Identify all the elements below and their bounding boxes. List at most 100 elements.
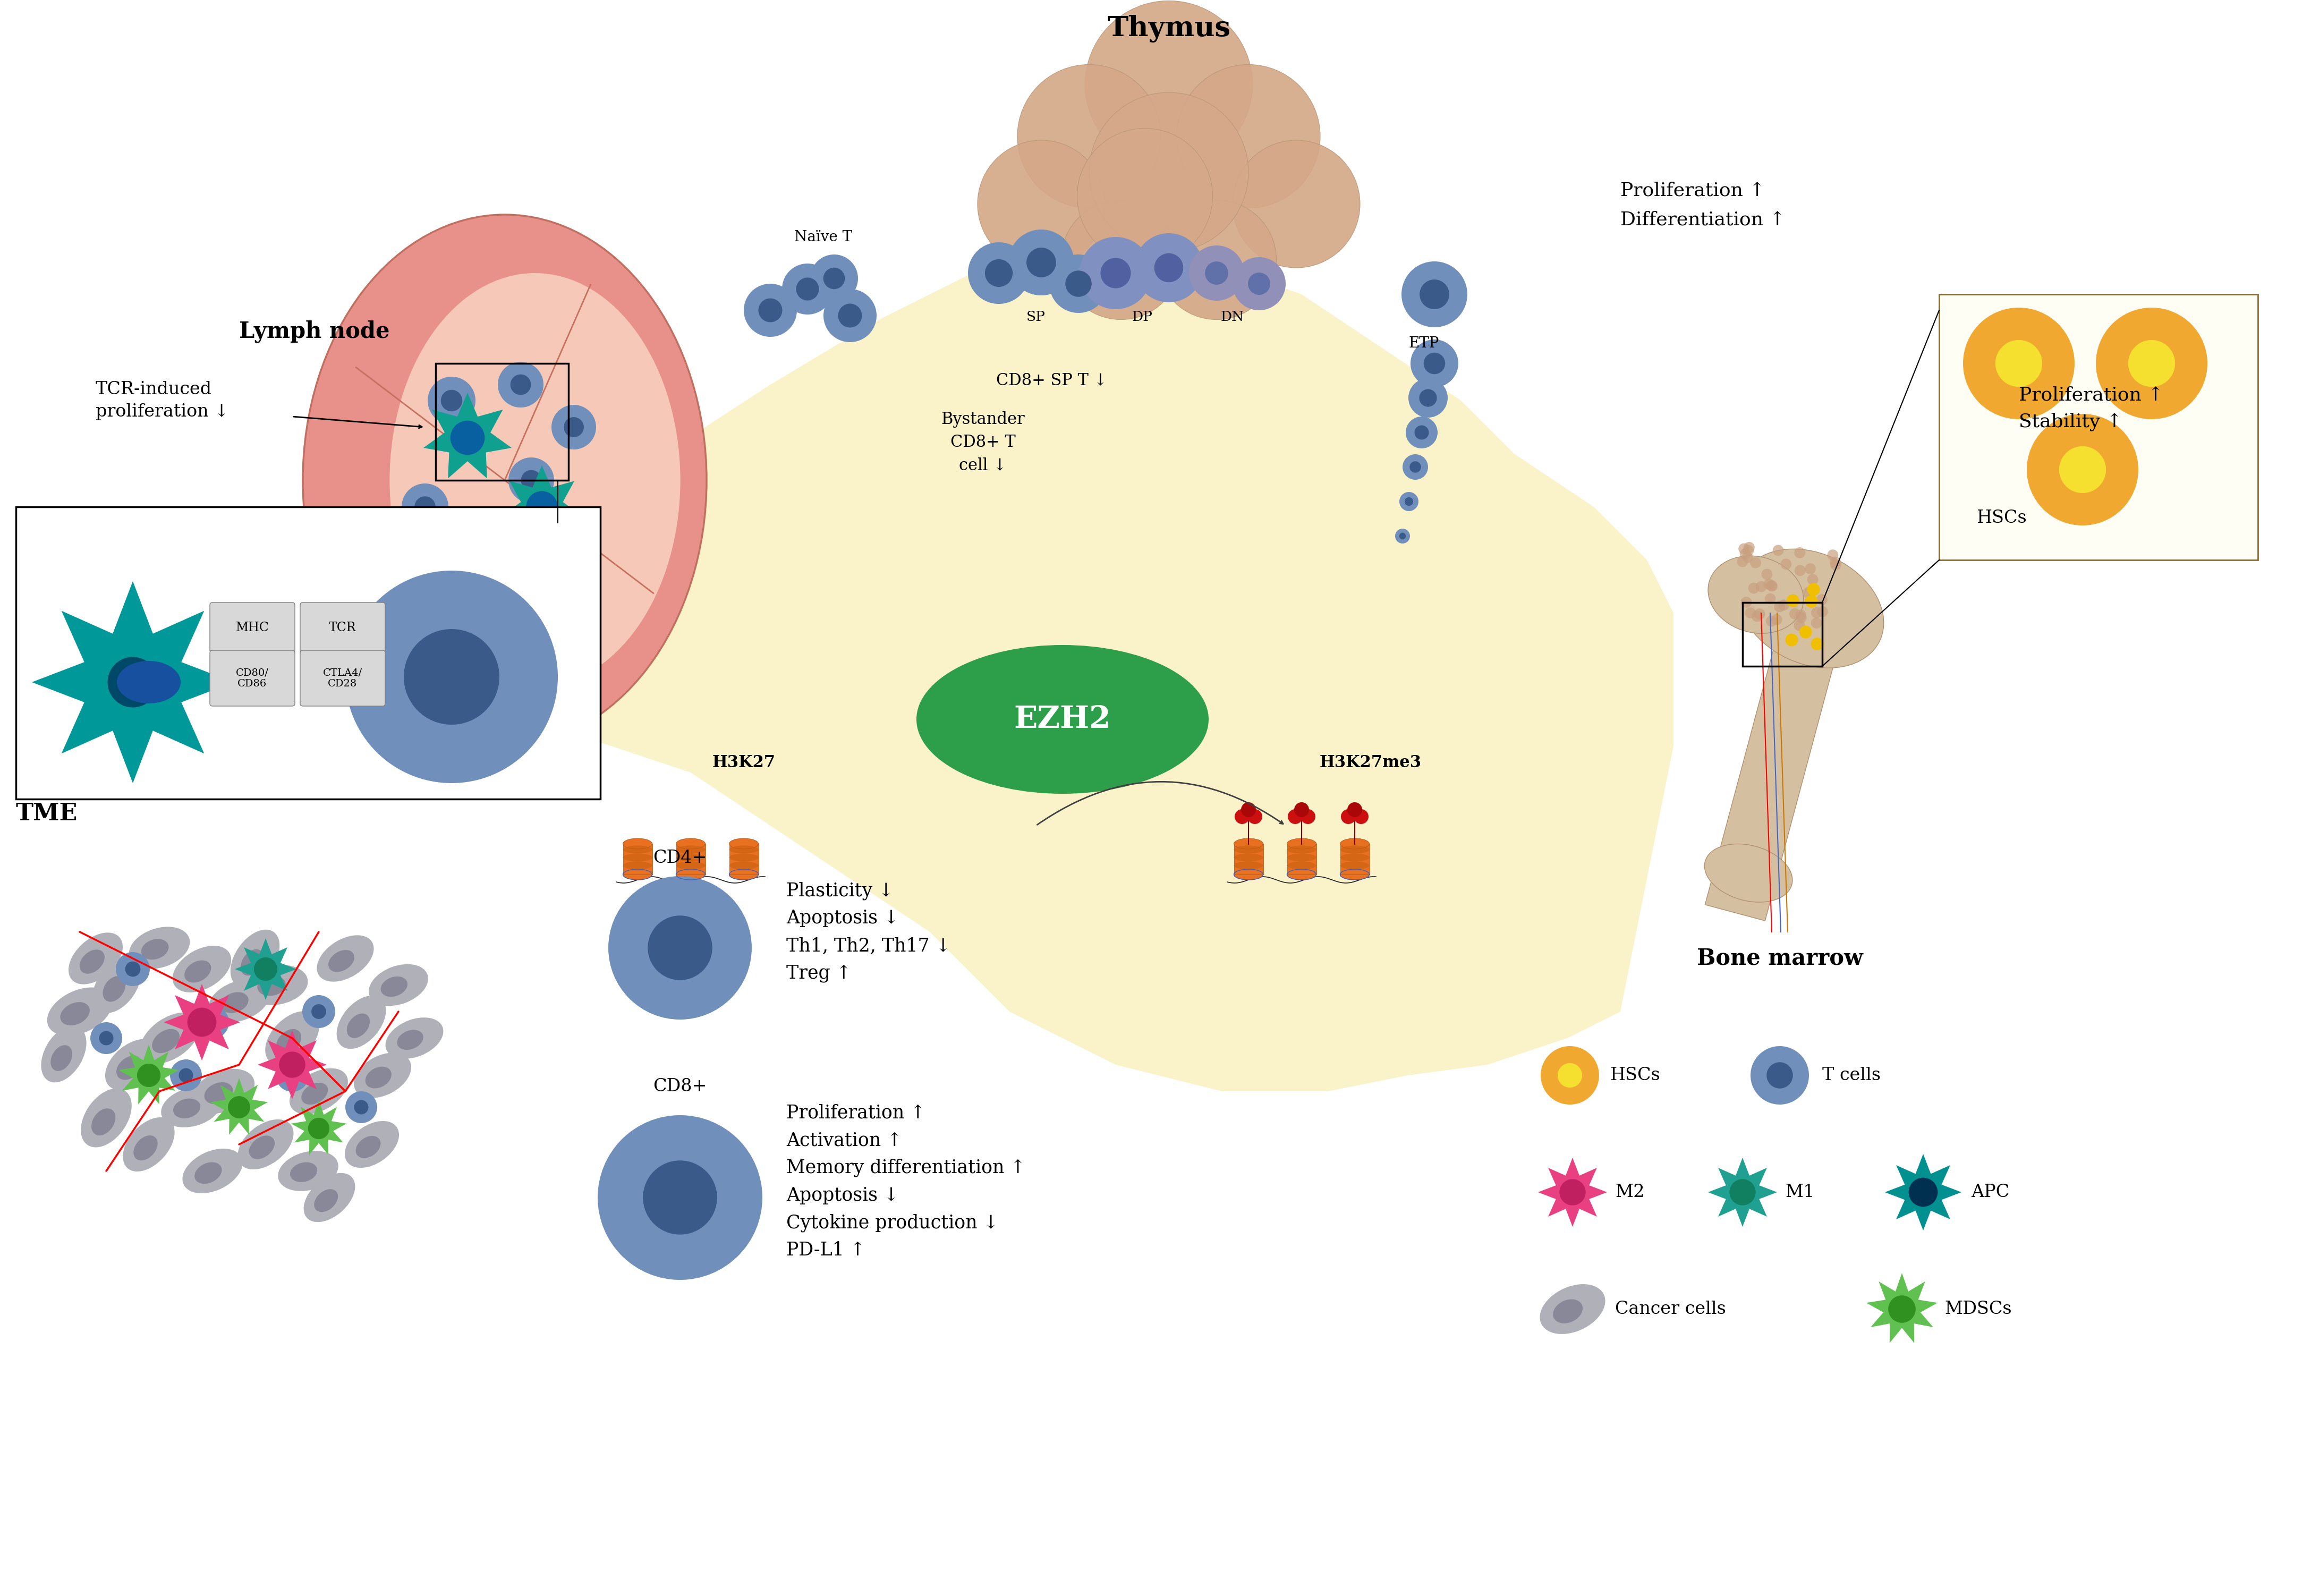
Circle shape [1008, 230, 1075, 295]
Circle shape [520, 522, 564, 567]
Circle shape [1770, 614, 1782, 626]
Circle shape [1241, 803, 1255, 817]
Ellipse shape [51, 1045, 72, 1071]
Text: TCR-induced
proliferation ↓: TCR-induced proliferation ↓ [95, 381, 229, 420]
Circle shape [839, 303, 862, 327]
Circle shape [823, 289, 876, 342]
Circle shape [642, 1160, 716, 1235]
Circle shape [99, 1031, 113, 1045]
Ellipse shape [624, 838, 652, 849]
Ellipse shape [106, 1039, 159, 1090]
Circle shape [1232, 140, 1361, 268]
Circle shape [1294, 803, 1308, 817]
Circle shape [1909, 1178, 1937, 1207]
Circle shape [1816, 594, 1828, 605]
Ellipse shape [677, 838, 705, 849]
Circle shape [1742, 544, 1754, 555]
Text: HSCs: HSCs [1976, 509, 2027, 527]
Text: Cancer cells: Cancer cells [1615, 1301, 1726, 1318]
Circle shape [1756, 581, 1768, 592]
Ellipse shape [194, 1162, 222, 1184]
Ellipse shape [677, 870, 705, 879]
Text: DP: DP [1132, 310, 1153, 324]
Circle shape [1026, 247, 1056, 278]
Text: CD4+: CD4+ [654, 849, 707, 867]
Text: Lymph node: Lymph node [238, 321, 391, 343]
Ellipse shape [118, 661, 180, 704]
Ellipse shape [347, 1013, 370, 1037]
Circle shape [136, 1063, 159, 1087]
Circle shape [1803, 587, 1814, 598]
Text: DN: DN [1220, 310, 1243, 324]
Text: MHC: MHC [236, 621, 268, 634]
Circle shape [303, 996, 335, 1028]
Circle shape [1065, 271, 1091, 297]
Ellipse shape [1340, 846, 1370, 854]
Circle shape [1812, 637, 1823, 650]
Ellipse shape [391, 273, 679, 688]
Circle shape [1541, 1045, 1599, 1104]
Circle shape [1805, 595, 1819, 608]
Ellipse shape [386, 1018, 444, 1058]
Circle shape [178, 1068, 194, 1082]
Circle shape [497, 362, 543, 407]
Circle shape [414, 496, 434, 517]
FancyBboxPatch shape [1287, 844, 1317, 875]
Ellipse shape [1234, 854, 1264, 862]
Text: SP: SP [1026, 310, 1045, 324]
Circle shape [599, 1116, 763, 1280]
Ellipse shape [81, 1088, 132, 1148]
Ellipse shape [303, 214, 707, 745]
Text: Bone marrow: Bone marrow [1696, 948, 1863, 970]
Circle shape [1158, 199, 1276, 319]
Circle shape [1816, 606, 1828, 618]
Ellipse shape [116, 1055, 141, 1080]
Ellipse shape [277, 1029, 300, 1053]
Text: Proliferation ↑
Differentiation ↑: Proliferation ↑ Differentiation ↑ [1620, 182, 1786, 228]
Circle shape [1088, 93, 1248, 252]
Circle shape [968, 243, 1031, 303]
Ellipse shape [1234, 870, 1264, 879]
Circle shape [1558, 1063, 1583, 1087]
Ellipse shape [129, 927, 190, 969]
Circle shape [1248, 273, 1271, 295]
Ellipse shape [162, 1087, 222, 1127]
Circle shape [1424, 353, 1444, 373]
Ellipse shape [1340, 862, 1370, 870]
Ellipse shape [92, 958, 141, 1013]
Ellipse shape [1234, 862, 1264, 870]
Circle shape [1796, 613, 1807, 622]
Circle shape [458, 565, 478, 586]
Circle shape [1812, 618, 1821, 629]
Circle shape [171, 1060, 201, 1092]
Circle shape [781, 263, 832, 314]
Ellipse shape [730, 846, 758, 854]
Circle shape [441, 389, 462, 412]
Circle shape [1742, 543, 1754, 552]
Circle shape [1740, 597, 1752, 608]
Circle shape [608, 876, 751, 1020]
Polygon shape [1867, 1274, 1937, 1344]
Ellipse shape [42, 1026, 86, 1082]
Circle shape [564, 417, 585, 437]
Polygon shape [423, 393, 511, 479]
Ellipse shape [1539, 1285, 1606, 1334]
Circle shape [1017, 64, 1160, 207]
Text: Naïve T: Naïve T [795, 230, 853, 244]
Circle shape [1775, 602, 1784, 613]
Circle shape [1347, 803, 1361, 817]
Circle shape [125, 961, 141, 977]
Polygon shape [236, 938, 296, 999]
Ellipse shape [1340, 854, 1370, 862]
Circle shape [1766, 1063, 1793, 1088]
Circle shape [1232, 257, 1285, 310]
Ellipse shape [102, 977, 125, 1002]
Text: Bystander
CD8+ T
cell ↓: Bystander CD8+ T cell ↓ [941, 412, 1024, 474]
Ellipse shape [1287, 862, 1317, 870]
Ellipse shape [220, 993, 250, 1013]
Circle shape [1888, 1296, 1916, 1323]
Circle shape [1410, 340, 1458, 388]
Circle shape [1403, 455, 1428, 480]
Circle shape [206, 1015, 220, 1029]
Circle shape [312, 1004, 326, 1018]
